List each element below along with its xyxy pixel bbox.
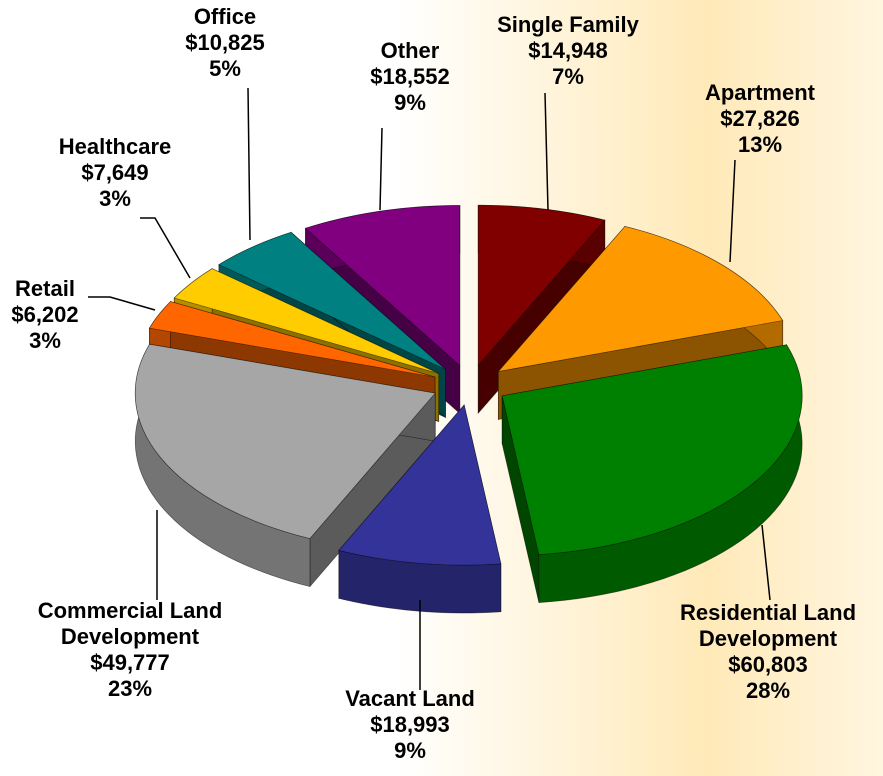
percent-label: 28% xyxy=(745,678,791,703)
leader-line xyxy=(544,92,549,211)
pie-slice xyxy=(134,342,436,588)
value-label: $6,202 xyxy=(11,302,79,327)
percent-label: 13% xyxy=(737,132,783,157)
slice-top xyxy=(173,268,439,374)
slice-top xyxy=(497,226,784,373)
category-label: Vacant Land xyxy=(345,686,475,711)
slice-top xyxy=(134,343,436,539)
value-label: $10,825 xyxy=(185,30,265,55)
slice-top xyxy=(304,205,461,367)
value-label: $18,993 xyxy=(370,712,450,737)
leader-line xyxy=(761,524,771,601)
percent-label: 5% xyxy=(209,56,241,81)
leader-line xyxy=(140,217,191,279)
category-label: Office xyxy=(193,4,257,29)
pie-slice xyxy=(501,343,803,603)
value-label: $27,826 xyxy=(720,106,800,131)
slice-label: Vacant Land $18,993 9% xyxy=(310,686,510,764)
category-label: Apartment xyxy=(704,80,815,105)
value-label: $14,948 xyxy=(528,38,608,63)
slice-top xyxy=(501,344,803,555)
category-label: Single Family xyxy=(497,12,639,37)
value-label: $18,552 xyxy=(370,64,450,89)
value-label: $60,803 xyxy=(728,652,808,677)
category-label: Commercial Land Development xyxy=(37,598,223,649)
category-label: Residential Land Development xyxy=(679,600,857,651)
slice-label: Office $10,825 5% xyxy=(155,4,295,82)
leader-line xyxy=(379,127,383,211)
value-label: $7,649 xyxy=(81,160,149,185)
category-label: Healthcare xyxy=(58,134,172,159)
percent-label: 3% xyxy=(99,186,131,211)
slice-label: Residential Land Development $60,803 28% xyxy=(648,600,883,704)
slice-top xyxy=(148,301,436,378)
leader-line xyxy=(88,296,156,311)
value-label: $49,777 xyxy=(90,650,170,675)
slice-label: Apartment $27,826 13% xyxy=(680,80,840,158)
percent-label: 9% xyxy=(394,738,426,763)
slice-top xyxy=(218,231,446,370)
category-label: Retail xyxy=(15,276,75,301)
percent-label: 9% xyxy=(394,90,426,115)
slice-label: Commercial Land Development $49,777 23% xyxy=(0,598,270,702)
percent-label: 3% xyxy=(29,328,61,353)
slice-label: Other $18,552 9% xyxy=(340,38,480,116)
percent-label: 7% xyxy=(552,64,584,89)
leader-line xyxy=(729,159,736,263)
category-label: Other xyxy=(380,38,440,63)
percent-label: 23% xyxy=(107,676,153,701)
slice-label: Retail $6,202 3% xyxy=(0,276,105,354)
slice-top xyxy=(477,204,606,367)
leader-line xyxy=(247,87,251,241)
slice-label: Healthcare $7,649 3% xyxy=(35,134,195,212)
slice-label: Single Family $14,948 7% xyxy=(458,12,678,90)
pie-slice xyxy=(338,404,502,614)
slice-top xyxy=(338,404,502,566)
